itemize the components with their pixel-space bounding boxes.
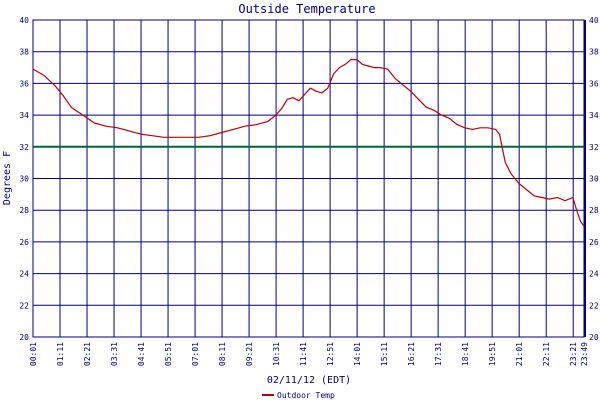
- x-tick-label: 07:01: [191, 342, 200, 366]
- y-tick-label-right: 20: [589, 333, 599, 342]
- y-tick-label-left: 32: [19, 143, 29, 152]
- x-tick-label: 02:21: [83, 342, 92, 366]
- x-tick-label: 03:31: [110, 342, 119, 366]
- x-tick-label: 17:31: [434, 342, 443, 366]
- x-tick-label: 23:49: [580, 342, 589, 366]
- x-tick-label: 23:21: [569, 342, 578, 366]
- y-tick-label-right: 36: [589, 79, 599, 88]
- x-tick-label: 21:01: [515, 342, 524, 366]
- x-axis-label: 02/11/12 (EDT): [267, 375, 351, 386]
- y-tick-labels: 20 20 22 22 24 24 26 26 28 28 30 30 32 32 34 34 36 36 38 38…: [19, 16, 598, 342]
- x-tick-label: 16:21: [407, 342, 416, 366]
- y-tick-label-right: 30: [589, 175, 599, 184]
- y-axis-label: Degrees F: [2, 151, 13, 205]
- x-tick-labels: 00:01 01:11 02:21 03:31 04:41 05:51 07:01 08:11…: [29, 342, 589, 366]
- y-tick-label-left: 36: [19, 79, 29, 88]
- y-tick-label-right: 38: [589, 48, 599, 57]
- x-tick-label: 04:41: [137, 342, 146, 366]
- y-tick-label-left: 26: [19, 238, 29, 247]
- x-tick-label: 19:51: [488, 342, 497, 366]
- x-tick-label: 05:51: [164, 342, 173, 366]
- y-tick-label-right: 22: [589, 301, 599, 310]
- y-tick-label-right: 34: [589, 111, 599, 120]
- y-tick-label-left: 40: [19, 16, 29, 25]
- x-tick-label: 15:11: [380, 342, 389, 366]
- x-tick-label: 00:01: [29, 342, 38, 366]
- y-tick-label-left: 38: [19, 48, 29, 57]
- legend-label: Outdoor Temp: [277, 391, 335, 400]
- x-tick-label: 10:31: [272, 342, 281, 366]
- y-tick-label-left: 28: [19, 206, 29, 215]
- x-tick-label: 18:41: [461, 342, 470, 366]
- series-layer: [32, 58, 585, 227]
- x-tick-label: 09:21: [245, 342, 254, 366]
- x-tick-label: 22:11: [542, 342, 551, 366]
- y-tick-label-right: 32: [589, 143, 599, 152]
- x-tick-label: 12:51: [326, 342, 335, 366]
- y-tick-label-right: 40: [589, 16, 599, 25]
- y-tick-label-left: 24: [19, 270, 29, 279]
- series-line-outdoor-temp: [32, 58, 585, 227]
- y-tick-label-left: 22: [19, 301, 29, 310]
- y-tick-label-right: 26: [589, 238, 599, 247]
- y-tick-label-right: 28: [589, 206, 599, 215]
- x-tick-label: 11:41: [299, 342, 308, 366]
- plot-grid: [32, 19, 586, 338]
- x-tick-label: 08:11: [218, 342, 227, 366]
- chart-title: Outside Temperature: [238, 2, 375, 16]
- x-tick-label: 14:01: [353, 342, 362, 366]
- y-tick-label-left: 30: [19, 175, 29, 184]
- y-tick-label-left: 20: [19, 333, 29, 342]
- x-tick-label: 01:11: [56, 342, 65, 366]
- y-tick-label-left: 34: [19, 111, 29, 120]
- y-tick-label-right: 24: [589, 270, 599, 279]
